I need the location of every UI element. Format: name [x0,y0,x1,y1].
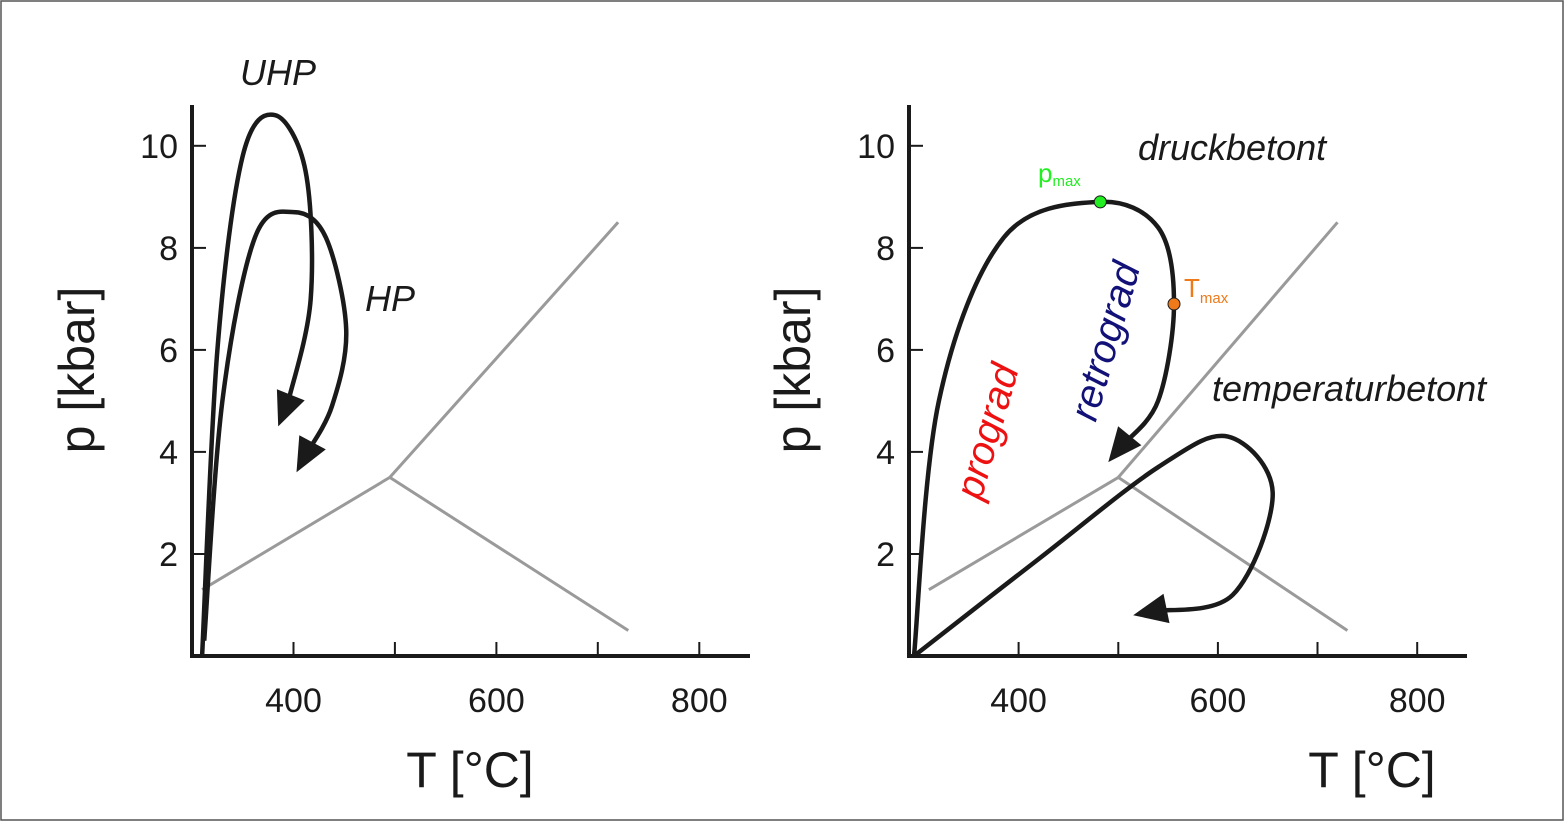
left-x-ticks: 400 600 800 [265,642,728,720]
uhp-label: UHP [240,52,316,93]
temperaturbetont-label: temperaturbetont [1212,368,1488,409]
left-pt-paths [199,112,349,657]
left-y-tick-label: 2 [159,536,178,574]
temperaturbetont-path [912,433,1275,658]
temperaturbetont-arrowhead [1133,593,1170,624]
left-x-tick-label: 800 [671,682,728,720]
left-y-tick-label: 8 [159,230,178,268]
right-y-axis-title: p [kbar] [765,287,821,454]
t-max-marker [1167,297,1181,311]
right-x-tick-label: 800 [1389,682,1446,720]
right-pt-paths [911,199,1275,658]
left-boundary-high [388,221,620,479]
druckbetont-label: druckbetont [1138,127,1328,168]
right-boundary-low [928,476,1120,591]
right-axes [907,105,1467,658]
hp-path [201,209,349,641]
right-y-tick-label: 6 [876,332,895,370]
right-y-tick-label: 4 [876,434,895,472]
druckbetont-path [911,199,1177,657]
right-boundary-right [1117,476,1349,632]
left-boundary-low [201,476,391,591]
right-y-tick-label: 2 [876,536,895,574]
left-y-axis-title: p [kbar] [49,287,105,454]
right-y-tick-label: 10 [857,128,895,166]
right-markers: pmax Tmax [1038,158,1229,311]
p-max-label: pmax [1038,158,1081,190]
left-axes [190,105,750,658]
right-x-tick-label: 400 [990,682,1047,720]
left-phase-boundaries [201,221,630,632]
left-boundary-right [388,476,630,632]
t-max-label-sub: max [1200,290,1229,307]
p-max-marker [1093,195,1107,209]
right-x-axis-title: T [°C] [1308,742,1435,798]
right-x-tick-label: 600 [1190,682,1247,720]
left-x-tick-label: 400 [265,682,322,720]
uhp-arrowhead [276,389,305,427]
left-y-tick-label: 10 [140,128,178,166]
left-x-axis-title: T [°C] [406,742,533,798]
hp-arrowhead [296,435,326,473]
t-max-label-main: T [1184,273,1200,303]
left-y-tick-label: 4 [159,434,178,472]
uhp-path [199,112,315,657]
right-y-tick-label: 8 [876,230,895,268]
hp-label: HP [365,278,415,319]
right-phase-boundaries [928,221,1349,632]
t-max-label: Tmax [1184,273,1229,307]
p-max-label-sub: max [1052,173,1081,190]
p-max-label-main: p [1038,158,1052,188]
druckbetont-arrowhead [1108,426,1142,463]
right-boundary-high [1117,221,1339,479]
right-x-ticks: 400 600 800 [990,642,1446,720]
left-y-ticks: 2 4 6 8 10 [140,128,206,574]
left-x-tick-label: 600 [468,682,525,720]
left-y-tick-label: 6 [159,332,178,370]
panel-left-pressure-temperature: 2 4 6 8 10 400 600 800 T [°C] p [kbar] UHP HP [49,52,750,798]
